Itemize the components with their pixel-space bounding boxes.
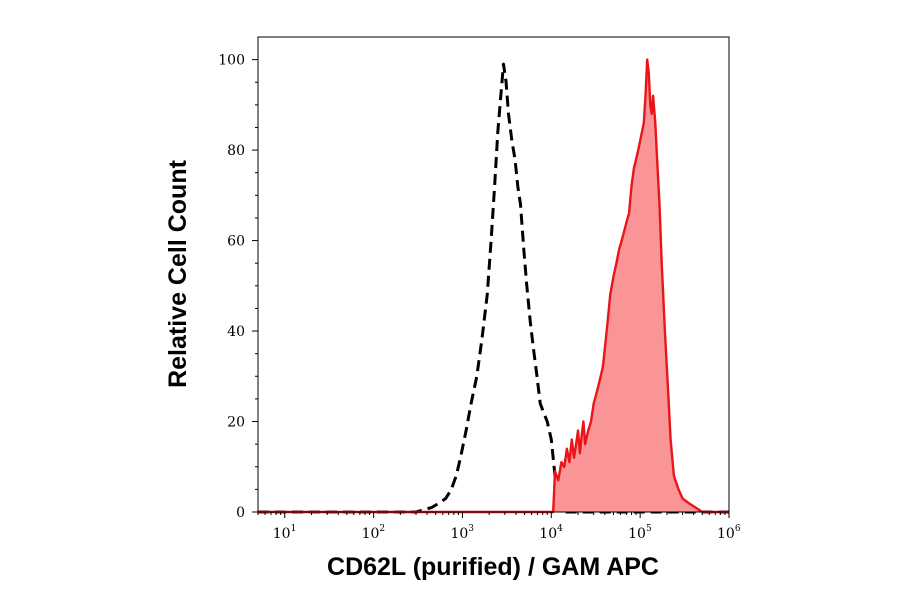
x-tick-exponent: 2 [379, 524, 385, 534]
x-axis: 101 102 103 104 105 106 [257, 512, 741, 542]
y-tick-label-2: 40 [227, 324, 245, 340]
x-tick-label-4: 105 [628, 524, 652, 542]
series-fill-1 [258, 59, 729, 512]
x-tick-base: 10 [717, 526, 735, 542]
y-tick-label-5: 100 [218, 53, 245, 69]
x-tick-label-3: 104 [539, 524, 563, 542]
x-tick-label-1: 102 [362, 524, 386, 542]
y-axis-title: Relative Cell Count [164, 159, 192, 387]
x-tick-exponent: 1 [291, 524, 297, 534]
y-tick-label-1: 20 [227, 415, 245, 431]
x-tick-base: 10 [450, 526, 468, 542]
x-tick-label-0: 101 [273, 524, 297, 542]
series-layer [258, 58, 729, 514]
y-axis: 0 20 40 60 80 100 [218, 53, 258, 521]
x-tick-exponent: 4 [557, 524, 563, 534]
x-tick-base: 10 [628, 526, 646, 542]
series-line-1 [258, 58, 729, 514]
x-axis-title: CD62L (purified) / GAM APC [327, 553, 659, 581]
x-tick-exponent: 6 [735, 524, 741, 534]
x-tick-base: 10 [273, 526, 291, 542]
plot-frame [257, 36, 730, 513]
series-line-0 [258, 62, 729, 514]
y-tick-label-3: 60 [227, 234, 245, 250]
x-tick-base: 10 [362, 526, 380, 542]
y-tick-label-0: 0 [236, 505, 245, 521]
x-tick-base: 10 [539, 526, 557, 542]
x-tick-label-2: 103 [450, 524, 474, 542]
x-tick-label-5: 106 [717, 524, 741, 542]
x-tick-exponent: 3 [468, 524, 474, 534]
x-tick-exponent: 5 [646, 524, 652, 534]
y-tick-label-4: 80 [227, 143, 245, 159]
